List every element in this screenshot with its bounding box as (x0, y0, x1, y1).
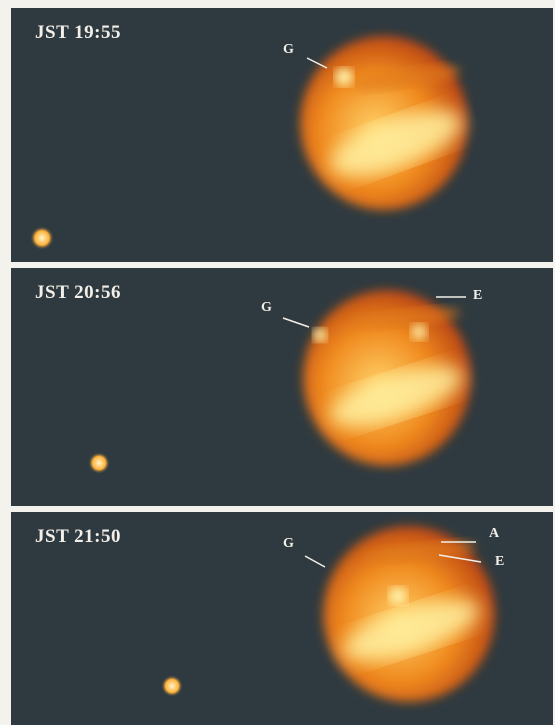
label-e: E (495, 554, 505, 569)
moon (30, 226, 54, 250)
label-e: E (473, 288, 483, 303)
planet-band (342, 599, 480, 661)
timestamp: JST 20:56 (35, 282, 121, 303)
image-panel-3: JST 21:50 G A E (11, 512, 553, 725)
label-g: G (283, 536, 294, 551)
moon (161, 675, 183, 697)
impact-spot (389, 587, 407, 605)
planet-image-3 (161, 526, 495, 702)
moon (88, 452, 110, 474)
planet-band (329, 365, 463, 427)
planet-image-1 (30, 36, 468, 250)
planet-image-2 (88, 290, 471, 474)
impact-spot-g (335, 68, 353, 86)
impact-spot (411, 324, 427, 340)
pointer-line-e (438, 554, 482, 563)
impact-spot-g (313, 328, 327, 342)
pointer-line-g (304, 555, 326, 568)
label-g: G (283, 42, 294, 57)
timestamp: JST 21:50 (35, 526, 121, 547)
label-g: G (261, 300, 272, 315)
pointer-line-g (282, 317, 310, 328)
timestamp: JST 19:55 (35, 22, 121, 43)
pointer-line-g (306, 57, 328, 69)
image-panel-1: JST 19:55 G (11, 8, 553, 262)
image-panel-2: JST 20:56 G E (11, 268, 553, 506)
label-a: A (489, 526, 500, 541)
planet-band (329, 110, 463, 176)
